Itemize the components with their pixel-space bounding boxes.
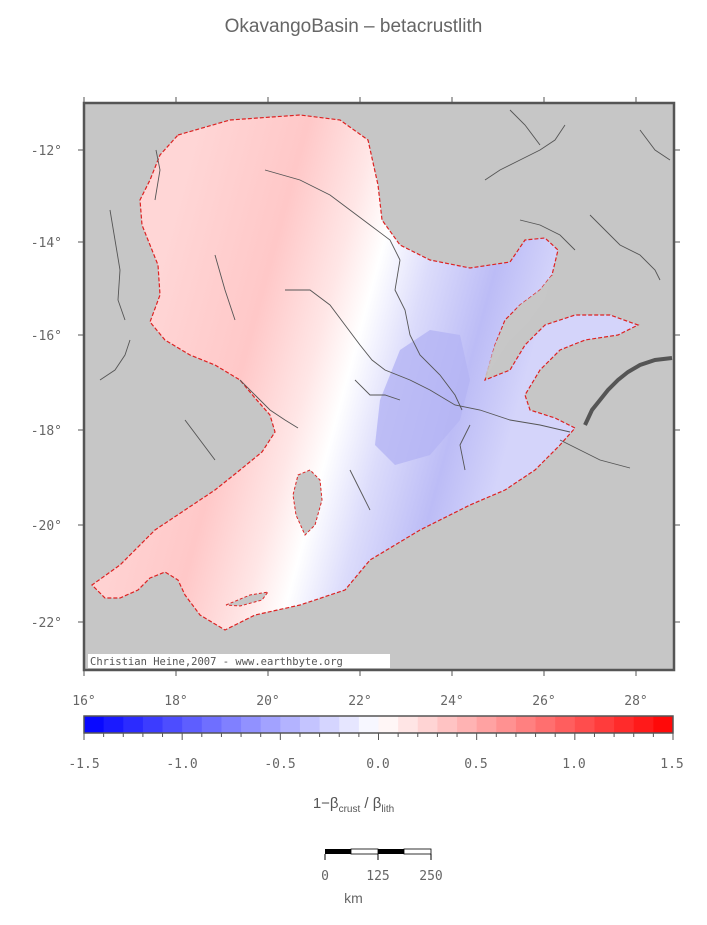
colorbar-tick: 1.5 [660,757,683,772]
colorbar-tick: -1.5 [68,757,99,772]
map-title: OkavangoBasin – betacrustlith [224,16,483,37]
lat-label: -12° [31,144,62,159]
colorbar-step [535,716,556,733]
colorbar-label-sub1: crust [338,804,361,815]
colorbar-tick: 0.5 [464,757,487,772]
lon-label: 20° [256,694,279,709]
lat-label: -18° [31,424,62,439]
colorbar-step [319,716,340,733]
colorbar-step [182,716,203,733]
lat-label: -16° [31,329,62,344]
scale-tick: 250 [419,869,442,884]
island-3 [484,275,552,380]
basin-area [91,114,640,631]
colorbar [83,716,674,740]
lat-label: -14° [31,236,62,251]
island-1 [292,469,323,536]
colorbar-step [339,716,360,733]
lat-label: -20° [31,519,62,534]
scale-unit: km [344,890,363,906]
colorbar-step [594,716,615,733]
colorbar-frame [83,715,674,734]
scale-bar [324,848,432,860]
scale-tick: 125 [366,869,389,884]
colorbar-step [299,716,321,733]
map-frame [82,101,676,672]
colorbar-step [221,716,242,733]
colorbar-step [574,716,595,733]
colorbar-step [457,716,478,733]
scale-tick: 0 [321,869,329,884]
lon-label: 24° [440,694,463,709]
colorbar-step [555,716,576,733]
basin-core [375,330,470,465]
colorbar-tick: 1.0 [562,757,585,772]
colorbar-label: 1−βcrust / βlith [0,795,707,815]
colorbar-tick: -1.0 [166,757,197,772]
colorbar-tick: 0.0 [366,757,389,772]
colorbar-step [260,716,281,733]
colorbar-step [142,716,164,733]
lon-label: 18° [164,694,187,709]
colorbar-step [614,716,635,733]
lat-label: -22° [31,616,62,631]
island-2 [225,591,270,607]
lon-label: 28° [624,694,647,709]
colorbar-step [496,716,517,733]
colorbar-step [515,716,537,733]
colorbar-label-main: 1−β [312,795,339,812]
colorbar-step [84,716,105,733]
colorbar-label-sub2: lith [381,804,395,815]
lon-label: 26° [532,694,555,709]
rivers [99,109,671,511]
colorbar-step [417,716,438,733]
colorbar-step [358,716,379,733]
credit-box [88,654,390,668]
colorbar-step [241,716,262,733]
lon-label: 16° [72,694,95,709]
credit-text: Christian Heine,2007 - www.earthbyte.org [90,656,343,668]
lake-malawi [583,356,673,426]
colorbar-step [653,716,674,733]
colorbar-step [378,716,399,733]
frame-ticks [78,97,680,676]
colorbar-step [201,716,222,733]
colorbar-step [476,716,497,733]
colorbar-step [398,716,419,733]
colorbar-step [280,716,301,733]
colorbar-step [633,716,654,733]
colorbar-step [437,716,458,733]
colorbar-label-mid: / β [360,795,382,812]
colorbar-step [103,716,124,733]
colorbar-tick: -0.5 [264,757,295,772]
colorbar-step [123,716,144,733]
colorbar-step [162,716,183,733]
lon-label: 22° [348,694,371,709]
